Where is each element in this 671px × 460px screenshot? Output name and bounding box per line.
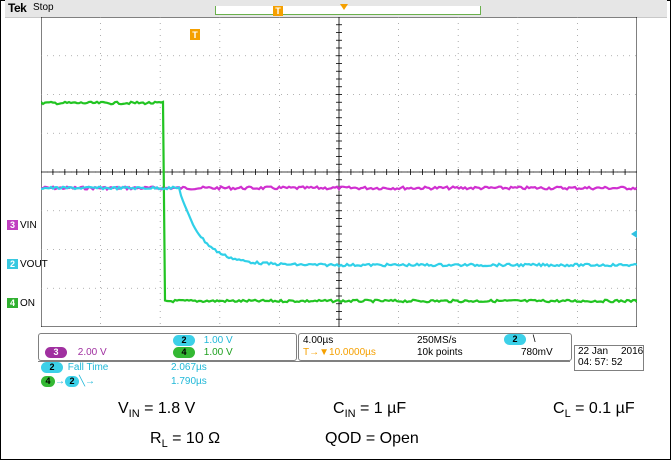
date-value: 22 Jan [578,346,609,357]
timebase-panel[interactable]: 4.00µs 250MS/s 2 \ T→▼10.0000µs 10k poin… [298,333,572,361]
channel-3-badge: 3 [7,220,18,231]
channel-2-marker[interactable]: 2 VOUT [7,259,48,270]
measurements-panel[interactable] [38,361,570,376]
timebase-value: 4.00µs [303,335,334,346]
cl-condition: CL = 0.1 µF [553,400,635,421]
on-waveform [41,100,637,304]
delay-target-badge: 2 [65,376,79,387]
channel-4-label: ON [20,298,35,309]
fall-time-badge: 2 [41,362,63,373]
trigger-marker-icon[interactable]: T [190,29,200,40]
record-position-bar[interactable] [215,6,481,15]
delay-measurement: 4 → 2 ╲→ 1.790µs [41,376,207,388]
trigger-slope-icon: \ [532,334,536,346]
time-value: 04: 57: 52 [578,357,623,368]
vout-waveform [41,185,637,268]
trigger-level-arrow-icon[interactable] [631,230,637,238]
delay-arrow-icon: → [55,376,65,388]
channel-3-label: VIN [20,220,37,231]
ch4-scale-value: 1.00 V [203,347,233,359]
rl-condition: RL = 10 Ω [150,430,221,451]
fall-time-value: 2.067µs [171,362,207,373]
ch2-scale-row: 2 1.00 V [173,335,233,346]
sample-rate-value: 250MS/s [417,335,457,346]
date-time-panel: 22 Jan 2016 04: 57: 52 [574,345,644,371]
channel-4-marker[interactable]: 4 ON [7,298,35,309]
ch2-scale-badge: 2 [173,335,195,346]
trigger-source-badge: 2 [504,334,526,345]
run-state-label: Stop [33,2,54,13]
ch4-scale-badge: 4 [173,347,195,358]
brand-logo: Tek [8,1,27,15]
channel-2-label: VOUT [20,259,48,270]
channel-2-badge: 2 [7,259,18,270]
status-bar: Tek Stop T [5,0,667,18]
ch2-scale-value: 1.00 V [203,335,233,347]
delay-edge-icon: ╲→ [79,376,96,388]
ch3-scale-value: 2.00 V [77,347,107,359]
record-length-value: 10k points [417,347,463,358]
ch3-scale-badge: 3 [45,347,67,358]
trigger-level-value: 780mV [521,347,553,358]
delay-value: 1.790µs [171,376,207,387]
year-value: 2016 [621,346,644,357]
cin-condition: CIN = 1 µF [333,400,407,421]
channel-scale-panel[interactable]: 2 1.00 V 3 2.00 V 4 1.00 V [38,333,297,361]
expansion-point-caret-icon [340,4,348,10]
oscilloscope-display: Tek Stop T T 3 VIN 2 VOUT 4 ON 2 [5,0,667,387]
waveform-graticule[interactable]: T [41,17,637,327]
fall-time-label: Fall Time [67,362,109,374]
ch3-scale-row: 3 2.00 V [45,347,107,358]
trigger-source-row: 2 \ [504,334,536,345]
channel-4-badge: 4 [7,298,18,309]
ch4-scale-row: 4 1.00 V [173,347,233,358]
vin-condition: VIN = 1.8 V [118,400,196,421]
channel-3-marker[interactable]: 3 VIN [7,220,37,231]
trigger-delay-value: T→▼10.0000µs [303,347,376,358]
qod-condition: QOD = Open [325,430,419,447]
delay-source-badge: 4 [41,376,55,387]
trigger-position-marker[interactable]: T [273,6,283,16]
fall-time-measurement: 2 Fall Time 2.067µs [41,362,207,374]
svg-text:T: T [192,30,198,40]
